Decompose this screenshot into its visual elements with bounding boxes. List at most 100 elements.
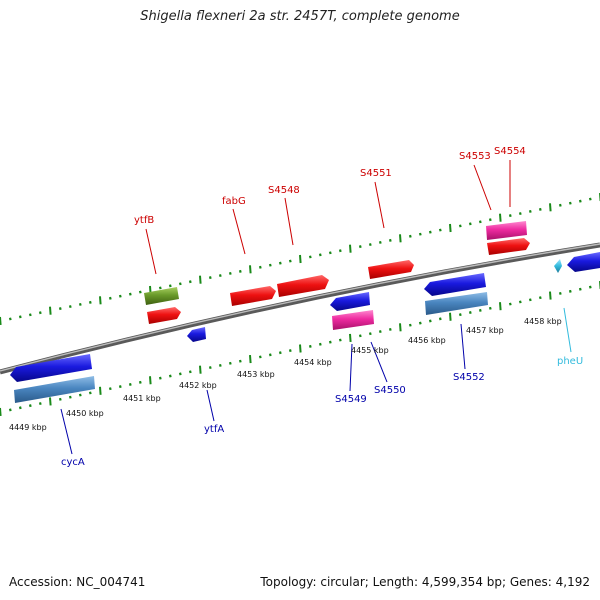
upper-row-tick	[288, 259, 292, 263]
lower-row-tick	[588, 285, 592, 289]
lower-row-tick	[568, 289, 572, 293]
lower-row-tick	[478, 308, 482, 312]
upper-row-tick	[68, 305, 72, 309]
lower-row-tick	[578, 287, 582, 291]
lower-row-tick	[149, 376, 152, 385]
lower-row-tick	[338, 338, 342, 342]
upper-row-tick	[118, 294, 122, 298]
gene-S4552[interactable]	[424, 273, 486, 296]
gene-S4551[interactable]	[368, 260, 414, 279]
label-S4553[interactable]: S4553	[459, 151, 491, 162]
upper-row-tick	[458, 224, 462, 228]
genome-summary-text: Topology: circular; Length: 4,599,354 bp…	[260, 575, 590, 589]
upper-row-tick	[488, 218, 492, 222]
gene-fabG[interactable]	[230, 286, 276, 306]
label-cycA[interactable]: cycA	[61, 457, 85, 468]
lower-row-tick	[78, 393, 82, 397]
lower-row-tick	[458, 313, 462, 317]
lower-row-tick	[108, 387, 112, 391]
lower-row-tick	[268, 353, 272, 357]
upper-row-tick	[88, 300, 92, 304]
lower-row-tick	[508, 302, 512, 306]
gene-S4548[interactable]	[277, 275, 329, 297]
leader-S4549	[349, 343, 353, 392]
label-S4550[interactable]: S4550	[374, 385, 406, 396]
lower-row-tick	[358, 334, 362, 338]
label-S4548[interactable]: S4548	[268, 185, 300, 196]
upper-row-tick	[438, 228, 442, 232]
gene-ytfB-cds[interactable]	[147, 307, 181, 324]
gene-S4553[interactable]	[486, 221, 527, 240]
gene-edge-right[interactable]	[567, 252, 600, 272]
lower-row-tick	[8, 408, 12, 412]
lower-row-tick	[438, 317, 442, 321]
lower-row-tick	[208, 366, 212, 370]
lower-row-tick	[449, 312, 452, 321]
leader-ytfB	[145, 228, 157, 275]
scale-label-4453: 4453 kbp	[237, 370, 275, 379]
lower-row-tick	[308, 344, 312, 348]
lower-row-tick	[318, 342, 322, 346]
lower-row-tick	[88, 391, 92, 395]
upper-row-tick	[358, 245, 362, 249]
gene-S4552-cds[interactable]	[425, 292, 488, 315]
gene-cycA[interactable]	[10, 354, 92, 382]
upper-row-tick	[408, 234, 412, 238]
leader-pheU	[563, 307, 572, 353]
upper-row-tick	[238, 269, 242, 273]
label-ytfB[interactable]: ytfB	[134, 215, 154, 226]
upper-row-tick	[249, 265, 252, 274]
scale-label-4451: 4451 kbp	[123, 394, 161, 403]
lower-row-tick	[499, 302, 502, 311]
gene-S4554[interactable]	[487, 238, 530, 255]
label-S4554[interactable]: S4554	[494, 146, 526, 157]
upper-row-tick	[338, 249, 342, 253]
gene-S4550[interactable]	[332, 310, 374, 330]
upper-row-tick	[268, 263, 272, 267]
upper-row-tick	[0, 316, 2, 326]
upper-row-tick	[349, 244, 352, 253]
lower-row-tick	[58, 397, 62, 401]
upper-row-tick	[128, 292, 132, 296]
upper-row-tick	[578, 199, 582, 203]
leader-fabG	[232, 208, 246, 255]
label-fabG[interactable]: fabG	[222, 196, 246, 207]
lower-row-tick	[518, 300, 522, 304]
upper-row-tick	[99, 296, 102, 305]
lower-row-tick	[249, 355, 252, 364]
lower-row-tick	[68, 395, 72, 399]
lower-row-tick	[549, 291, 552, 300]
lower-row-tick	[238, 359, 242, 363]
upper-row-tick	[399, 234, 402, 243]
gene-pheU[interactable]	[554, 259, 562, 273]
upper-row-tick	[418, 232, 422, 236]
gene-S4549[interactable]	[330, 292, 370, 311]
upper-row-tick	[558, 203, 562, 207]
label-ytfA[interactable]: ytfA	[204, 424, 224, 435]
upper-row-tick	[588, 197, 592, 201]
label-S4549[interactable]: S4549	[335, 394, 367, 405]
upper-row-tick	[218, 274, 222, 278]
lower-row-tick	[399, 323, 402, 332]
label-S4551[interactable]: S4551	[360, 168, 392, 179]
upper-row-tick	[18, 315, 22, 319]
upper-row-tick	[38, 311, 42, 315]
upper-row-tick	[199, 275, 202, 284]
upper-row-tick	[228, 271, 232, 275]
leader-S4553	[473, 164, 492, 211]
lower-row-tick	[299, 344, 302, 353]
genome-title: Shigella flexneri 2a str. 2457T, complet…	[140, 9, 460, 24]
lower-row-tick	[288, 349, 292, 353]
lower-row-tick	[428, 319, 432, 323]
leader-S4550	[370, 341, 388, 383]
gene-ytfB[interactable]	[144, 287, 179, 305]
label-S4552[interactable]: S4552	[453, 372, 485, 383]
lower-row-tick	[558, 291, 562, 295]
upper-row-tick	[278, 261, 282, 265]
upper-row-tick	[428, 230, 432, 234]
lower-row-tick	[218, 363, 222, 367]
lower-row-tick	[188, 370, 192, 374]
gene-ytfA[interactable]	[187, 327, 206, 342]
label-pheU[interactable]: pheU	[557, 356, 583, 367]
gene-cycA-cds[interactable]	[14, 376, 95, 403]
